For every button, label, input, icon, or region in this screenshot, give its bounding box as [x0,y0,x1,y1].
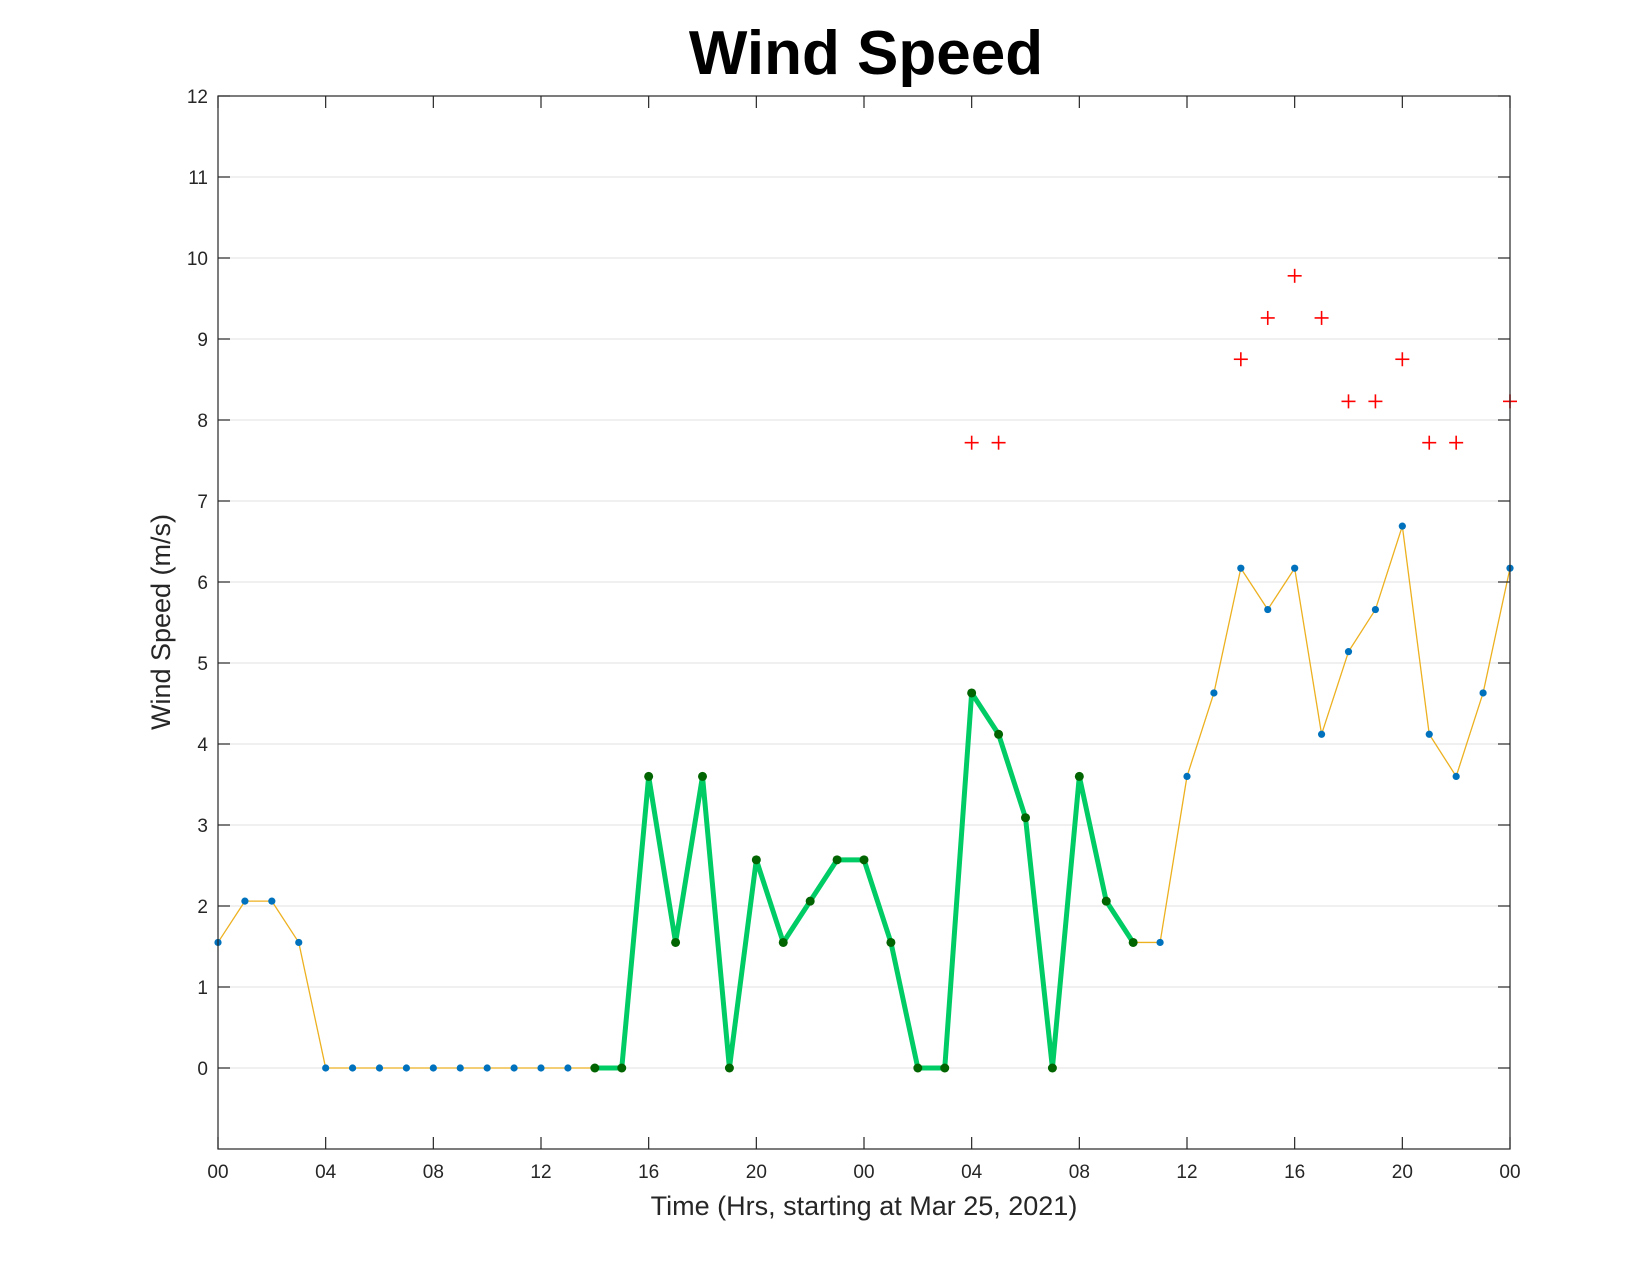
wind-speed-data-point [564,1064,572,1072]
x-tick-label: 04 [315,1162,337,1183]
wind-gust-plus-marker [1233,352,1248,367]
highlighted-data-point [886,937,896,947]
x-tick-label: 20 [1392,1162,1413,1183]
wind-speed-data-point [295,938,303,947]
wind-gust-plus-marker [1449,435,1464,450]
wind-speed-data-point [1479,689,1487,697]
wind-speed-data-point [348,1064,357,1072]
wind-gust-plus-marker [1368,394,1383,409]
x-axis-label: Time (Hrs, starting at Mar 25, 2021) [651,1191,1078,1221]
series-layer [214,268,1517,1073]
x-tick-label: 00 [207,1162,228,1183]
wind-gust-plus-marker [1287,268,1302,283]
y-tick-label: 5 [197,654,208,675]
wind-gust-plus-marker [1422,435,1437,450]
highlighted-data-point [1101,896,1111,906]
wind-speed-data-point [429,1064,437,1072]
wind-speed-data-point [1183,772,1191,781]
y-tick-label: 2 [197,897,208,918]
wind-speed-data-point [1237,564,1245,572]
wind-speed-data-point [322,1064,330,1072]
wind-speed-data-point [1156,938,1164,947]
y-axis-label: Wind Speed (m/s) [146,514,176,730]
y-tick-label: 0 [197,1059,208,1080]
x-tick-label: 12 [1176,1162,1197,1183]
x-tick-label: 12 [530,1162,551,1183]
wind-speed-data-point [1452,772,1460,781]
y-tick-label: 3 [197,816,208,837]
wind-speed-data-point [1425,730,1433,738]
highlighted-data-point [940,1063,950,1073]
highlighted-data-point [590,1063,600,1073]
highlighted-data-point [967,688,977,698]
highlighted-data-point [644,771,654,781]
wind-speed-data-point [456,1064,464,1072]
highlighted-data-point [751,855,761,865]
wind-speed-data-point [268,897,276,905]
highlighted-data-point [805,896,815,906]
y-tick-label: 1 [197,978,208,999]
x-tick-label: 16 [1284,1162,1305,1183]
x-tick-label: 00 [853,1162,874,1183]
highlighted-data-point [617,1063,627,1073]
highlighted-data-point [671,937,681,947]
x-tick-label: 20 [746,1162,767,1183]
wind-gust-plus-marker [1314,310,1329,325]
wind-speed-data-point [241,897,249,905]
y-tick-label: 12 [187,87,208,108]
highlighted-data-point [913,1063,923,1073]
wind-speed-data-point [375,1064,384,1072]
wind-gust-plus-marker [1260,310,1275,325]
y-tick-label: 7 [197,492,208,513]
highlighted-data-point [994,729,1004,739]
x-tick-label: 08 [423,1162,444,1183]
y-tick-label: 11 [188,168,208,189]
wind-gust-plus-marker [1341,394,1356,409]
highlighted-data-point [698,771,707,781]
y-tick-label: 10 [187,249,208,270]
wind-speed-data-point [537,1064,545,1072]
highlighted-data-point [1128,937,1138,947]
y-tick-label: 8 [197,411,208,432]
y-tick-label: 9 [197,330,208,351]
wind-speed-data-point [1291,564,1299,572]
y-tick-label: 4 [197,735,208,756]
wind-speed-data-point [483,1064,491,1072]
plot-frame [217,95,1511,1150]
wind-speed-data-point [510,1064,518,1072]
wind-gust-plus-marker [964,435,979,450]
wind-gust-plus-marker [991,435,1006,450]
highlighted-data-point [1074,771,1084,781]
x-tick-label: 00 [1499,1162,1520,1183]
wind-speed-data-point [1264,605,1272,614]
wind-gust-plus-marker [1395,352,1410,367]
highlighted-data-point [778,937,788,947]
x-tick-label: 16 [638,1162,659,1183]
wind-speed-data-point [1398,522,1406,530]
highlighted-data-point [859,855,869,865]
highlighted-data-point [1021,813,1030,823]
chart-title: Wind Speed [689,19,1043,88]
highlighted-data-point [832,855,842,865]
x-tick-label: 04 [961,1162,983,1183]
grid-lines [218,95,1510,1069]
highlighted-series-line [594,690,1136,1071]
y-tick-label: 6 [197,573,208,594]
wind-speed-data-point [1317,730,1326,738]
wind-speed-data-point [402,1064,411,1072]
highlighted-data-point [1047,1063,1057,1073]
wind-speed-data-point [1210,689,1218,697]
x-tick-label: 08 [1069,1162,1090,1183]
highlighted-data-point [724,1063,734,1073]
wind-speed-data-point [1344,648,1353,656]
wind-speed-data-point [1371,605,1380,614]
